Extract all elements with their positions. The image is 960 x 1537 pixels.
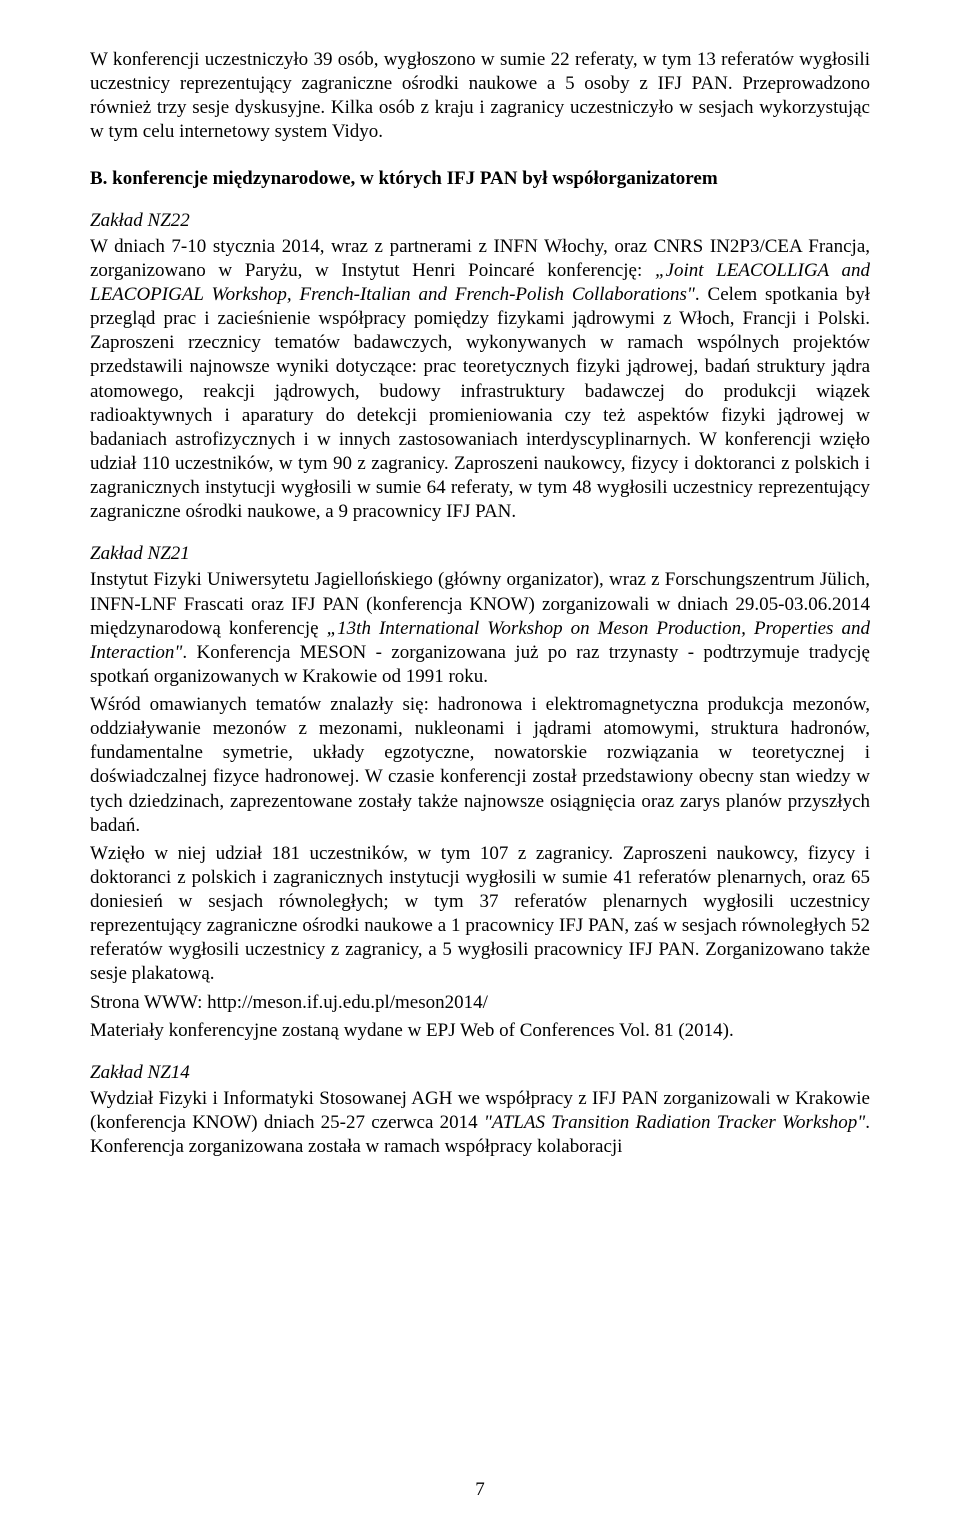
nz14-label: Zakład NZ14 (90, 1061, 870, 1085)
nz22-label: Zakład NZ22 (90, 209, 870, 233)
intro-paragraph: W konferencji uczestniczyło 39 osób, wyg… (90, 48, 870, 145)
nz22-text-b: . Celem spotkania był przegląd prac i za… (90, 284, 870, 522)
page-number: 7 (0, 1479, 960, 1501)
nz21-paragraph-3: Wzięło w niej udział 181 uczestników, w … (90, 842, 870, 987)
nz21-paragraph-1: Instytut Fizyki Uniwersytetu Jagiellońsk… (90, 568, 870, 689)
nz22-paragraph: W dniach 7-10 stycznia 2014, wraz z part… (90, 235, 870, 525)
document-page: W konferencji uczestniczyło 39 osób, wyg… (0, 0, 960, 1537)
nz21-paragraph-2: Wśród omawianych tematów znalazły się: h… (90, 693, 870, 838)
nz14-paragraph: Wydział Fizyki i Informatyki Stosowanej … (90, 1087, 870, 1159)
nz21-materials-line: Materiały konferencyjne zostaną wydane w… (90, 1019, 870, 1043)
nz21-label: Zakład NZ21 (90, 542, 870, 566)
nz21-www-line: Strona WWW: http://meson.if.uj.edu.pl/me… (90, 991, 870, 1015)
section-b-heading: B. konferencje międzynarodowe, w których… (90, 167, 870, 191)
nz21-text-b: . Konferencja MESON - zorganizowana już … (90, 642, 870, 687)
nz14-conf-title: "ATLAS Transition Radiation Tracker Work… (484, 1112, 865, 1133)
